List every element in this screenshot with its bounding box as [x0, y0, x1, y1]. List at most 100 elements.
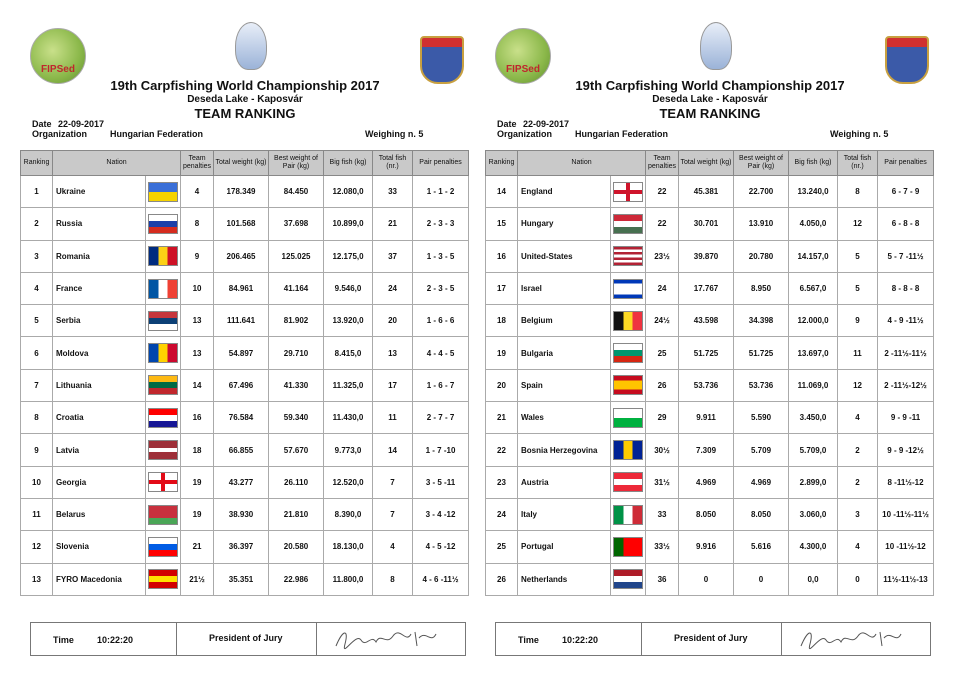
table-cell: 111.641	[213, 304, 270, 338]
table-cell: 26	[645, 368, 680, 403]
column-header: Ranking	[20, 150, 53, 176]
organization-label: Organization	[32, 129, 88, 139]
table-cell: 2	[20, 207, 53, 241]
footer: Time 10:22:20 President of Jury	[495, 622, 931, 656]
table-cell: 13.697,0	[788, 336, 839, 370]
table-cell: 5.709,0	[788, 433, 839, 467]
column-header: Nation	[516, 150, 647, 176]
table-cell: 2 - 3 - 3	[412, 207, 470, 241]
table-cell: 6	[20, 336, 53, 370]
flag-cell	[144, 304, 182, 338]
flag-cell	[609, 530, 647, 564]
table-cell: 5	[837, 271, 879, 306]
table-cell: 101.568	[213, 207, 270, 241]
table-cell: 12.520,0	[323, 465, 374, 499]
table-row: 19 Bulgaria 25 51.725 51.725 13.697,0 11 2 -11½…	[485, 336, 935, 370]
table-cell: 8.050	[678, 497, 735, 532]
table-cell: 4.300,0	[788, 530, 839, 564]
table-cell: 4	[20, 271, 53, 306]
date-label: Date	[32, 119, 52, 129]
table-cell: 0	[837, 562, 879, 596]
table-cell: 21.810	[268, 497, 325, 532]
table-cell: 59.340	[268, 401, 325, 435]
flag-cell	[609, 368, 647, 403]
table-cell: 3 - 5 -11	[412, 465, 470, 499]
table-row: 24 Italy 33 8.050 8.050 3.060,0 3 10 -11½-11½	[485, 497, 935, 532]
table-cell: 2	[837, 433, 879, 467]
table-cell: 1 - 6 - 7	[412, 368, 470, 403]
table-cell: 57.670	[268, 433, 325, 467]
flag-cell	[609, 562, 647, 596]
logo: FIPSed	[495, 28, 551, 84]
table-cell: 12.175,0	[323, 239, 374, 273]
logo-emblem	[235, 22, 267, 70]
flag-cell	[144, 401, 182, 435]
flag-cell	[144, 207, 182, 241]
flag-cell	[144, 271, 182, 306]
flag-cell	[609, 239, 647, 273]
table-row: 16 United-States 23½ 39.870 20.780 14.157,0 5 5…	[485, 239, 935, 273]
table-cell: 30.701	[678, 207, 735, 241]
table-cell: 3	[837, 497, 879, 532]
table-cell: 26.110	[268, 465, 325, 499]
nation-cell: Lithuania	[52, 368, 146, 403]
table-cell: 18	[180, 433, 215, 467]
flag	[148, 569, 178, 590]
table-cell: 4 - 6 -11½	[412, 562, 470, 596]
president-label: President of Jury	[209, 633, 283, 643]
table-row: 21 Wales 29 9.911 5.590 3.450,0 4 9 - 9 -11	[485, 401, 935, 435]
heading: TEAM RANKING	[659, 106, 761, 121]
table-row: 7 Lithuania 14 67.496 41.330 11.325,0 17 1 - 6 …	[20, 368, 470, 403]
table-row: 15 Hungary 22 30.701 13.910 4.050,0 12 6 - 8 - …	[485, 207, 935, 241]
flag-cell	[144, 562, 182, 596]
table-cell: 38.930	[213, 497, 270, 532]
table-cell: 4.050,0	[788, 207, 839, 241]
flag	[613, 536, 643, 557]
table-cell: 11	[837, 336, 879, 370]
table-cell: 20	[485, 368, 518, 403]
nation-cell: Georgia	[52, 465, 146, 499]
table-cell: 19	[180, 465, 215, 499]
table-row: 23 Austria 31½ 4.969 4.969 2.899,0 2 8 -11½-12	[485, 465, 935, 499]
table-cell: 4	[372, 530, 414, 564]
flag	[613, 407, 643, 428]
table-cell: 8.950	[733, 271, 790, 306]
column-header: Best weight of Pair (kg)	[268, 150, 325, 176]
table-cell: 9	[20, 433, 53, 467]
nation-cell: Latvia	[52, 433, 146, 467]
flag-cell	[609, 207, 647, 241]
flag	[148, 472, 178, 493]
table-row: 25 Portugal 33½ 9.916 5.616 4.300,0 4 10 -11½-1…	[485, 530, 935, 564]
column-header: Total weight (kg)	[213, 150, 270, 176]
table-cell: 41.330	[268, 368, 325, 403]
column-header: Team penalties	[180, 150, 215, 176]
table-cell: 6 - 8 - 8	[877, 207, 935, 241]
table-cell: 8	[20, 401, 53, 435]
logo-shield	[420, 36, 464, 84]
nation-cell: Serbia	[52, 304, 146, 338]
table-cell: 2 -11½-11½	[877, 336, 935, 370]
header-row: Ranking Nation Team penalties Total weight …	[485, 150, 935, 176]
flag-cell	[609, 174, 647, 209]
divider	[316, 623, 317, 655]
weighing: Weighing n. 5	[365, 129, 424, 139]
flag	[148, 343, 178, 364]
table-cell: 26	[485, 562, 518, 596]
table-cell: 13.240,0	[788, 174, 839, 209]
table-cell: 4.969	[678, 465, 735, 499]
table-cell: 13	[372, 336, 414, 370]
nation-cell: France	[52, 271, 146, 306]
title: 19th Carpfishing World Championship 2017	[110, 78, 380, 93]
nation-cell: Portugal	[517, 530, 611, 564]
nation-cell: Israel	[517, 271, 611, 306]
table-cell: 206.465	[213, 239, 270, 273]
table-cell: 33½	[645, 530, 680, 564]
table-cell: 12	[20, 530, 53, 564]
table-cell: 7	[20, 368, 53, 403]
flag	[148, 213, 178, 234]
table-cell: 34.398	[733, 304, 790, 338]
table-cell: 22.986	[268, 562, 325, 596]
table-cell: 45.381	[678, 174, 735, 209]
table-cell: 54.897	[213, 336, 270, 370]
